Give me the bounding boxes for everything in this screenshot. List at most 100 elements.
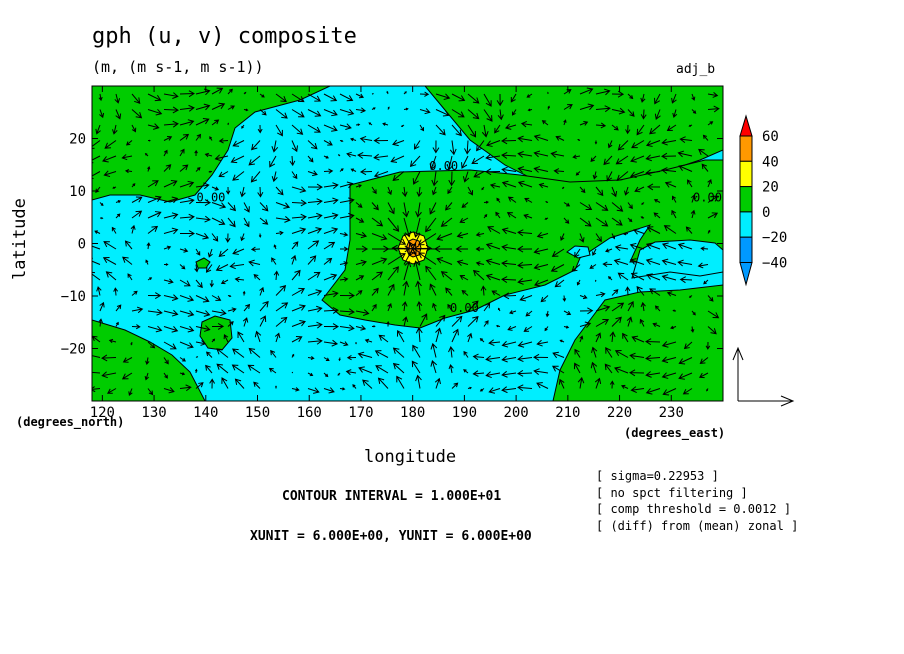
wind-vector (163, 245, 172, 250)
wind-vector (661, 138, 677, 146)
wind-vector (630, 386, 645, 393)
wind-vector (419, 91, 430, 97)
wind-vector (396, 375, 405, 389)
wind-vector (611, 289, 619, 296)
wind-vector (229, 262, 245, 270)
wind-vector (323, 387, 335, 394)
wind-vector (163, 278, 174, 285)
wind-vector (195, 117, 210, 126)
wind-vector (387, 302, 392, 312)
wind-vector (251, 140, 261, 151)
wind-vector (225, 233, 231, 243)
wind-vector (595, 186, 604, 197)
wind-vector (355, 245, 369, 253)
wind-vector (517, 151, 533, 158)
wind-vector (640, 301, 646, 312)
wind-vector (211, 338, 216, 343)
wind-vector (307, 305, 323, 313)
wind-vector (559, 339, 565, 343)
wind-vector (144, 372, 149, 381)
wind-vector (179, 213, 195, 221)
wind-vector (698, 372, 709, 379)
wind-vector (291, 387, 300, 392)
wind-vector (533, 166, 549, 173)
wind-vector (291, 241, 299, 250)
wind-vector (609, 380, 615, 389)
wind-vector (603, 155, 613, 166)
wind-vector (307, 337, 323, 345)
wind-vector (323, 307, 339, 314)
wind-vector (307, 183, 323, 191)
wind-vector (250, 171, 261, 183)
wind-vector (339, 139, 344, 143)
wind-vector (472, 269, 485, 281)
wind-vector (147, 108, 163, 116)
wind-vector (691, 194, 696, 203)
wind-vector (666, 291, 677, 297)
wind-vector (339, 308, 355, 316)
wind-vector (323, 155, 330, 159)
wind-vector (501, 370, 517, 378)
wind-vector (323, 140, 333, 146)
wind-vector (307, 93, 321, 102)
wind-vector (115, 109, 122, 120)
wind-vector (571, 264, 581, 272)
wind-vector (390, 155, 405, 163)
wind-vector (355, 184, 362, 188)
wind-vector (402, 316, 409, 327)
wind-vector (574, 348, 581, 358)
wind-vector (291, 124, 304, 135)
wind-vector (595, 291, 606, 298)
wind-vector (502, 292, 517, 300)
wind-vector (254, 330, 262, 343)
wind-vector (419, 313, 428, 327)
wind-vector (617, 140, 629, 151)
wind-vector (163, 106, 179, 114)
wind-vector (259, 217, 269, 225)
wind-vector (211, 102, 226, 110)
contour-label: 0.00 (450, 301, 479, 315)
wind-vector (527, 108, 533, 112)
wind-vector (691, 93, 696, 101)
wind-vector (572, 154, 581, 159)
wind-vector (218, 248, 229, 258)
wind-vector (373, 153, 389, 161)
wind-vector (273, 244, 277, 250)
wind-vector (179, 325, 195, 333)
wind-vector (671, 195, 677, 203)
wind-vector (323, 372, 329, 378)
wind-vector (463, 369, 469, 374)
wind-vector (371, 257, 388, 265)
x-tick-label: 230 (659, 405, 684, 421)
wind-vector (371, 107, 376, 110)
positive-region-center (321, 159, 723, 329)
wind-vector (707, 121, 714, 126)
wind-vector (547, 91, 549, 95)
wind-vector (396, 329, 405, 343)
wind-vector (544, 217, 549, 220)
wind-vector (211, 186, 220, 191)
wind-vector (257, 186, 264, 198)
wind-vector (377, 377, 389, 389)
wind-vector (99, 202, 104, 207)
wind-vector (691, 310, 696, 316)
wind-vector (507, 196, 517, 203)
wind-vector (147, 93, 162, 102)
negative-region-east-patch (631, 239, 723, 279)
wind-vector (387, 253, 406, 265)
wind-vector (371, 287, 379, 296)
wind-vector (563, 217, 570, 224)
wind-vector (413, 217, 421, 238)
wind-vector (231, 364, 245, 374)
wind-vector (145, 357, 150, 365)
wind-vector (259, 202, 269, 212)
wind-vector (595, 332, 602, 343)
wind-vector (359, 135, 373, 143)
wind-vector (179, 148, 185, 157)
wind-vector (448, 171, 456, 187)
wind-vector (92, 271, 101, 281)
wind-vector (339, 261, 349, 266)
note-threshold: [ comp threshold = 0.0012 ] (596, 502, 792, 516)
chart-title: gph (u, v) composite (92, 24, 357, 49)
wind-vector (227, 307, 237, 313)
